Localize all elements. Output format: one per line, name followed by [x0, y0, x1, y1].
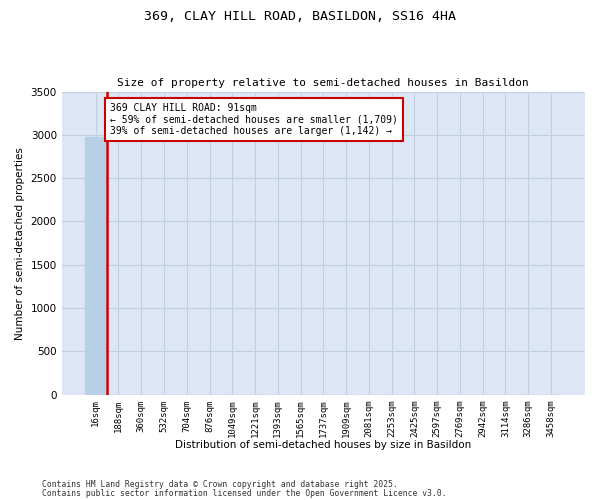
Y-axis label: Number of semi-detached properties: Number of semi-detached properties	[15, 146, 25, 340]
Text: 369, CLAY HILL ROAD, BASILDON, SS16 4HA: 369, CLAY HILL ROAD, BASILDON, SS16 4HA	[144, 10, 456, 23]
Text: 369 CLAY HILL ROAD: 91sqm
← 59% of semi-detached houses are smaller (1,709)
39% : 369 CLAY HILL ROAD: 91sqm ← 59% of semi-…	[110, 103, 398, 136]
Text: Contains public sector information licensed under the Open Government Licence v3: Contains public sector information licen…	[42, 488, 446, 498]
Bar	[85, 136, 106, 394]
X-axis label: Distribution of semi-detached houses by size in Basildon: Distribution of semi-detached houses by …	[175, 440, 472, 450]
Text: Contains HM Land Registry data © Crown copyright and database right 2025.: Contains HM Land Registry data © Crown c…	[42, 480, 398, 489]
Title: Size of property relative to semi-detached houses in Basildon: Size of property relative to semi-detach…	[118, 78, 529, 88]
